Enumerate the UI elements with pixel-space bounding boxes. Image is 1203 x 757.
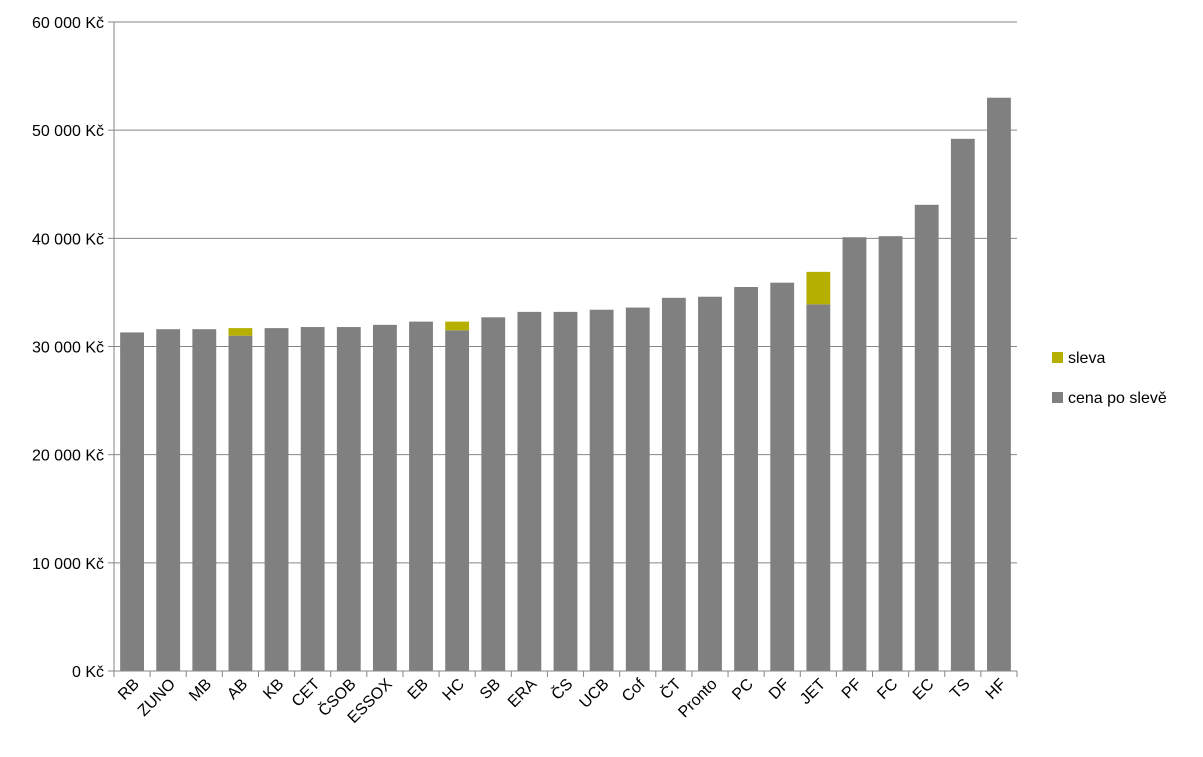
legend-swatch bbox=[1052, 352, 1063, 363]
x-tick-label: EC bbox=[910, 676, 938, 704]
x-tick-label: ČT bbox=[656, 674, 685, 703]
legend-label: cena po slevě bbox=[1068, 390, 1167, 407]
x-tick-label: ZUNO bbox=[135, 676, 179, 720]
y-tick-label: 50 000 Kč bbox=[32, 123, 104, 140]
bar-sleva bbox=[445, 321, 470, 331]
x-tick-label: HC bbox=[440, 676, 468, 704]
y-tick-label: 20 000 Kč bbox=[32, 448, 104, 465]
bar-sleva bbox=[228, 328, 253, 336]
x-tick-label: HF bbox=[983, 676, 1010, 703]
x-tick-label: AB bbox=[224, 676, 251, 703]
x-tick-label: Pronto bbox=[675, 676, 720, 721]
y-tick-label: 30 000 Kč bbox=[32, 340, 104, 357]
x-tick-label: Cof bbox=[619, 675, 649, 705]
bar-cena-po-sleve bbox=[806, 304, 831, 671]
y-tick-label: 10 000 Kč bbox=[32, 556, 104, 573]
bar-cena-po-sleve bbox=[300, 327, 325, 671]
x-tick-label: FC bbox=[874, 676, 901, 703]
x-tick-label: DF bbox=[766, 676, 793, 703]
bar-cena-po-sleve bbox=[156, 329, 181, 671]
bar-cena-po-sleve bbox=[553, 311, 578, 671]
x-tick-label: JET bbox=[797, 676, 829, 708]
bar-cena-po-sleve bbox=[336, 327, 361, 671]
x-tick-label: SB bbox=[477, 676, 504, 703]
bar-cena-po-sleve bbox=[481, 317, 506, 671]
bar-cena-po-sleve bbox=[950, 138, 975, 671]
legend-label: sleva bbox=[1068, 350, 1105, 367]
x-tick-label: PF bbox=[839, 676, 866, 703]
bar-cena-po-sleve bbox=[698, 296, 722, 671]
bar-cena-po-sleve bbox=[878, 236, 903, 672]
bar-cena-po-sleve bbox=[914, 204, 939, 671]
axes bbox=[113, 22, 1018, 677]
bar-cena-po-sleve bbox=[120, 332, 144, 671]
bar-cena-po-sleve bbox=[228, 335, 253, 671]
bar-cena-po-sleve bbox=[625, 307, 650, 671]
bar-cena-po-sleve bbox=[770, 282, 795, 671]
x-tick-label: KB bbox=[260, 676, 287, 703]
x-tick-label: UCB bbox=[577, 676, 613, 712]
bar-cena-po-sleve bbox=[517, 311, 542, 671]
bar-cena-po-sleve bbox=[589, 309, 614, 671]
bar-cena-po-sleve bbox=[264, 328, 289, 671]
x-tick-label: TS bbox=[947, 676, 973, 702]
bars bbox=[120, 97, 1011, 672]
bar-cena-po-sleve bbox=[192, 329, 217, 671]
y-tick-label: 0 Kč bbox=[72, 664, 104, 681]
bar-cena-po-sleve bbox=[372, 324, 397, 671]
x-tick-label: PC bbox=[729, 676, 757, 704]
bar-cena-po-sleve bbox=[445, 330, 470, 671]
bar-cena-po-sleve bbox=[409, 321, 433, 671]
y-axis-tick-labels: 0 Kč 10 000 Kč 20 000 Kč 30 000 Kč 40 000 Kč… bbox=[32, 15, 104, 681]
bar-cena-po-sleve bbox=[842, 237, 867, 672]
bar-cena-po-sleve bbox=[987, 97, 1011, 671]
legend-swatch bbox=[1052, 392, 1063, 403]
x-tick-label: MB bbox=[186, 676, 215, 705]
x-tick-label: EB bbox=[405, 676, 432, 703]
bar-cena-po-sleve bbox=[734, 287, 759, 671]
x-tick-label: RB bbox=[115, 676, 143, 704]
x-tick-label: ČS bbox=[547, 674, 576, 703]
x-tick-label: ERA bbox=[505, 676, 541, 712]
bar-cena-po-sleve bbox=[661, 297, 686, 671]
legend: sleva cena po slevě bbox=[1052, 350, 1167, 407]
y-tick-label: 60 000 Kč bbox=[32, 15, 104, 32]
bar-sleva bbox=[806, 271, 831, 305]
y-tick-label: 40 000 Kč bbox=[32, 231, 104, 248]
